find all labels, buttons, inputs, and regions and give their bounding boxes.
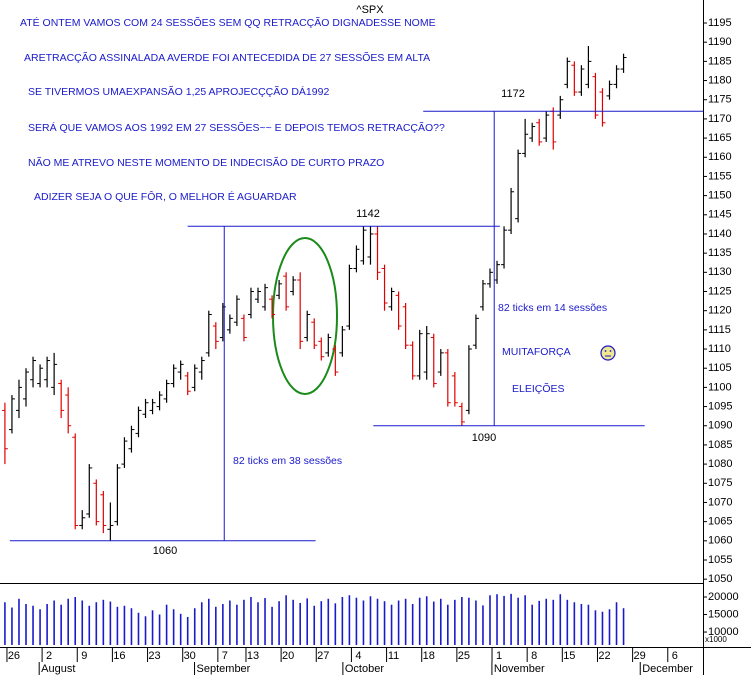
x-tick-label: 22 [598, 650, 610, 662]
y-tick-label: 1055 [708, 554, 732, 566]
month-label: August [41, 663, 75, 675]
x-tick-label: 6 [672, 650, 678, 662]
y-tick-label: 1105 [708, 362, 732, 374]
annotation: 82 ticks em 14 sessões [498, 302, 607, 314]
y-tick-label: 1170 [708, 113, 732, 125]
y-tick-label: 1075 [708, 477, 732, 489]
y-tick-label: 1155 [708, 170, 732, 182]
smiley [600, 345, 616, 361]
y-tick-label: 1175 [708, 94, 732, 106]
x-tick-label: 4 [355, 650, 361, 662]
smiley-face [600, 345, 616, 361]
y-tick-label: 1195 [708, 17, 732, 29]
y-tick-label: 1135 [708, 247, 732, 259]
y-tick-label: 1095 [708, 400, 732, 412]
y-tick-label: 1180 [708, 74, 732, 86]
annotation: ATÉ ONTEM VAMOS COM 24 SESSÕES SEM QQ RE… [20, 16, 436, 29]
level-label: 1172 [501, 88, 525, 100]
x-tick-label: 1 [496, 650, 502, 662]
x-tick-label: 8 [531, 650, 537, 662]
annotation: 82 ticks em 38 sessões [233, 455, 342, 467]
annotation: SERÁ QUE VAMOS AOS 1992 EM 27 SESSÕES~~ … [28, 121, 445, 134]
x-tick-label: 30 [184, 650, 196, 662]
smiley-eye [609, 350, 612, 352]
x-tick-label: 25 [458, 650, 470, 662]
level-label: 1060 [153, 545, 177, 557]
month-label: December [642, 663, 693, 675]
x-tick-label: 11 [388, 650, 399, 662]
y-tick-label: 1115 [708, 324, 731, 336]
y-tick-label: 1145 [708, 209, 732, 221]
level-label: 1090 [472, 432, 496, 444]
annotation: SE TIVERMOS UMAEXPANSÃO 1,25 APROJECÇÇÃO… [28, 85, 329, 98]
y-tick-label: 1110 [708, 343, 731, 355]
volume-tick-label: 20000 [708, 591, 739, 603]
y-tick-label: 1185 [708, 55, 732, 67]
x-tick-label: 26 [8, 650, 20, 662]
x-tick-label: 2 [46, 650, 52, 662]
y-tick-label: 1080 [708, 458, 732, 470]
volume-tick-label: 10000 [708, 626, 739, 638]
smiley-eye [604, 350, 607, 352]
y-tick-label: 1130 [708, 266, 732, 278]
highlight-ellipse [272, 237, 338, 395]
x-tick-label: 20 [282, 650, 294, 662]
y-tick-label: 1090 [708, 420, 732, 432]
y-tick-label: 1070 [708, 496, 732, 508]
x-tick-label: 16 [113, 650, 125, 662]
x-tick-label: 23 [148, 650, 160, 662]
month-label: October [345, 663, 384, 675]
y-tick-label: 1190 [708, 36, 732, 48]
annotation: ARETRACÇÃO ASSINALADA AVERDE FOI ANTECED… [24, 51, 430, 64]
y-tick-label: 1065 [708, 516, 732, 528]
volume-tick-label: 15000 [708, 608, 739, 620]
volume-unit: x1000 [705, 635, 727, 644]
y-tick-label: 1085 [708, 439, 732, 451]
y-tick-label: 1060 [708, 535, 732, 547]
y-tick-label: 1150 [708, 190, 732, 202]
annotation: ADIZER SEJA O QUE FÔR, O MELHOR É AGUARD… [34, 190, 297, 203]
month-label: September [197, 663, 251, 675]
y-tick-label: 1165 [708, 132, 732, 144]
annotation: MUITAFORÇA [502, 346, 571, 358]
chart-title: ^SPX [356, 4, 384, 16]
x-tick-label: 27 [317, 650, 329, 662]
x-tick-label: 9 [81, 650, 87, 662]
y-tick-label: 1140 [708, 228, 732, 240]
y-tick-label: 1125 [708, 285, 732, 297]
x-tick-label: 13 [247, 650, 259, 662]
level-label: 1142 [356, 208, 380, 220]
y-tick-label: 1160 [708, 151, 732, 163]
x-tick-label: 29 [633, 650, 645, 662]
y-tick-label: 1120 [708, 305, 732, 317]
y-tick-label: 1100 [708, 381, 732, 393]
x-tick-label: 7 [222, 650, 228, 662]
y-tick-label: 1050 [708, 573, 732, 585]
x-tick-label: 18 [423, 650, 435, 662]
month-label: November [494, 663, 545, 675]
annotation: NÃO ME ATREVO NESTE MOMENTO DE INDECISÃO… [28, 156, 384, 169]
x-tick-label: 15 [563, 650, 575, 662]
annotation: ELEIÇÕES [512, 382, 565, 395]
